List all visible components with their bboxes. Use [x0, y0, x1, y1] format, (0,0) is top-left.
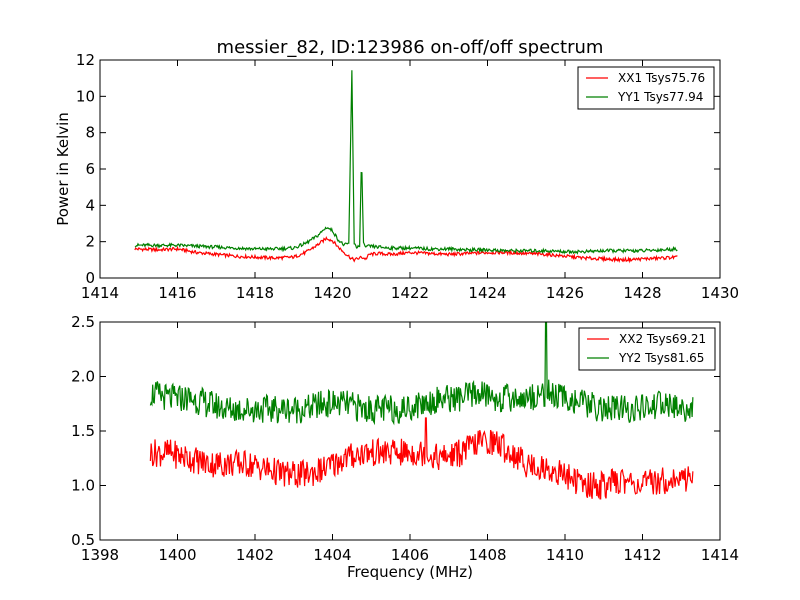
top-legend-label-1: YY1 Tsys77.94: [617, 90, 703, 104]
bottom-x-tick-label: 1398: [81, 546, 119, 564]
bottom-y-tick-label: 2.5: [71, 313, 95, 331]
top-x-tick-label: 1414: [81, 284, 119, 302]
bottom-y-tick-label: 0.5: [71, 531, 95, 549]
bottom-x-tick-label: 1414: [701, 546, 739, 564]
top-x-tick-label: 1416: [158, 284, 196, 302]
top-legend-label-0: XX1 Tsys75.76: [618, 71, 705, 85]
bottom-x-tick-label: 1408: [468, 546, 506, 564]
top-y-axis-label: Power in Kelvin: [54, 112, 72, 226]
top-legend: XX1 Tsys75.76 YY1 Tsys77.94: [577, 66, 715, 110]
bottom-x-tick-label: 1406: [391, 546, 429, 564]
top-x-tick-label: 1430: [701, 284, 739, 302]
top-y-tick-label: 8: [85, 124, 95, 142]
top-x-tick-label: 1420: [313, 284, 351, 302]
top-x-tick-label: 1428: [623, 284, 661, 302]
top-x-tick-label: 1424: [468, 284, 506, 302]
top-x-tick-label: 1418: [236, 284, 274, 302]
top-chart-panel: 1414 1416 1418 1420 1422 1424 1426 1428 1430 0 2 4 6…: [76, 51, 739, 302]
x-axis-label: Frequency (MHz): [347, 563, 473, 581]
top-x-tick-label: 1422: [391, 284, 429, 302]
bottom-x-tick-label: 1410: [546, 546, 584, 564]
top-series-line-0: [134, 236, 678, 264]
bottom-legend-box: [578, 327, 716, 371]
bottom-x-tick-label: 1404: [313, 546, 351, 564]
bottom-y-tick-label: 2.0: [71, 368, 95, 386]
top-y-tick-label: 4: [85, 196, 95, 214]
bottom-y-tick-label: 1.5: [71, 422, 95, 440]
bottom-series-line-1: [149, 322, 694, 426]
top-y-tick-label: 10: [76, 87, 95, 105]
bottom-legend-label-0: XX2 Tsys69.21: [619, 332, 706, 346]
top-y-tick-label: 2: [85, 233, 95, 251]
bottom-x-tick-label: 1400: [158, 546, 196, 564]
top-legend-box: [577, 66, 715, 110]
bottom-series-line-0: [149, 417, 694, 500]
top-y-tick-label: 6: [85, 160, 95, 178]
bottom-chart-panel: 1398 1400 1402 1404 1406 1408 1410 1412 1414 0.5 1…: [71, 313, 739, 564]
bottom-x-tick-label: 1402: [236, 546, 274, 564]
top-x-tick-label: 1426: [546, 284, 584, 302]
top-series-line-1: [134, 70, 678, 255]
top-y-tick-label: 12: [76, 51, 95, 69]
bottom-legend-label-1: YY2 Tsys81.65: [618, 351, 704, 365]
bottom-x-tick-label: 1412: [623, 546, 661, 564]
figure-title: messier_82, ID:123986 on-off/off spectru…: [217, 37, 604, 58]
bottom-y-tick-label: 1.0: [71, 477, 95, 495]
bottom-legend: XX2 Tsys69.21 YY2 Tsys81.65: [578, 327, 716, 371]
top-y-tick-label: 0: [85, 269, 95, 287]
